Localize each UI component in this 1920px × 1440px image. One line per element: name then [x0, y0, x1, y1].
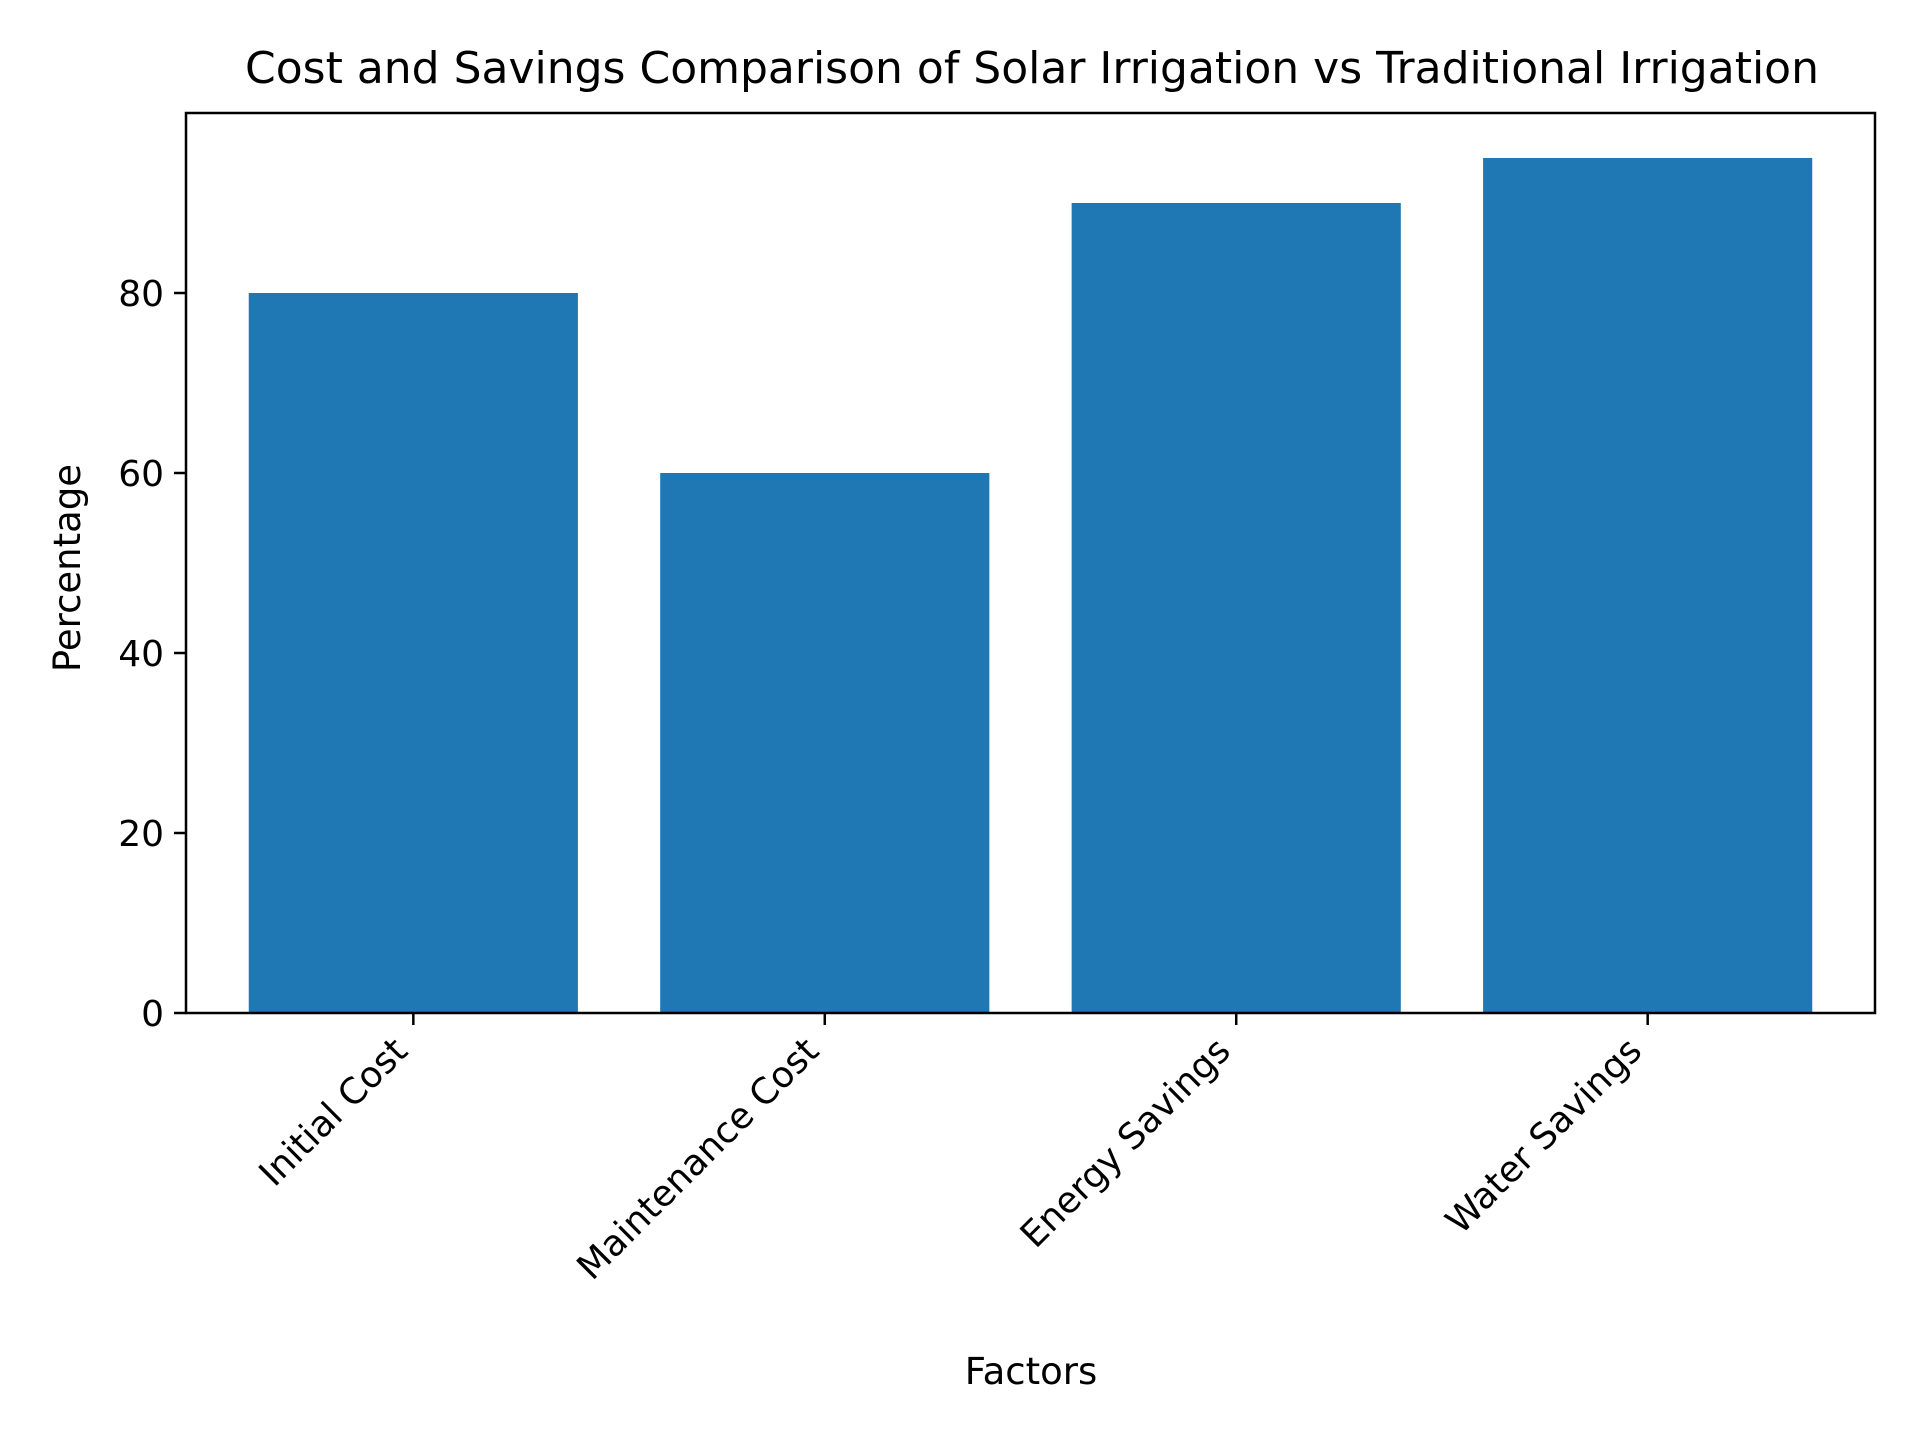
- y-tick-label: 60: [118, 454, 164, 495]
- y-axis-label: Percentage: [46, 464, 89, 672]
- y-tick-label: 40: [118, 634, 164, 675]
- x-axis-label: Factors: [965, 1350, 1098, 1393]
- chart-title: Cost and Savings Comparison of Solar Irr…: [245, 43, 1819, 94]
- bar-water-savings: [1483, 158, 1813, 1013]
- x-tick-label: Energy Savings: [1013, 1030, 1239, 1256]
- y-tick-label: 20: [118, 814, 164, 855]
- x-tick-label: Maintenance Cost: [570, 1030, 828, 1288]
- bar-initial-cost: [248, 293, 578, 1013]
- x-axis-ticks: Initial Cost Maintenance Cost Energy Savin…: [252, 1013, 1650, 1288]
- x-tick-label: Water Savings: [1438, 1030, 1650, 1242]
- y-tick-label: 0: [141, 994, 164, 1035]
- y-axis-ticks: 0 20 40 60 80: [118, 274, 186, 1035]
- bars-group: [248, 158, 1813, 1013]
- x-tick-label: Initial Cost: [252, 1030, 416, 1194]
- plot-area-frame: [184, 111, 1877, 1015]
- bar-energy-savings: [1071, 203, 1401, 1013]
- bar-maintenance-cost: [660, 473, 990, 1013]
- y-tick-label: 80: [118, 274, 164, 315]
